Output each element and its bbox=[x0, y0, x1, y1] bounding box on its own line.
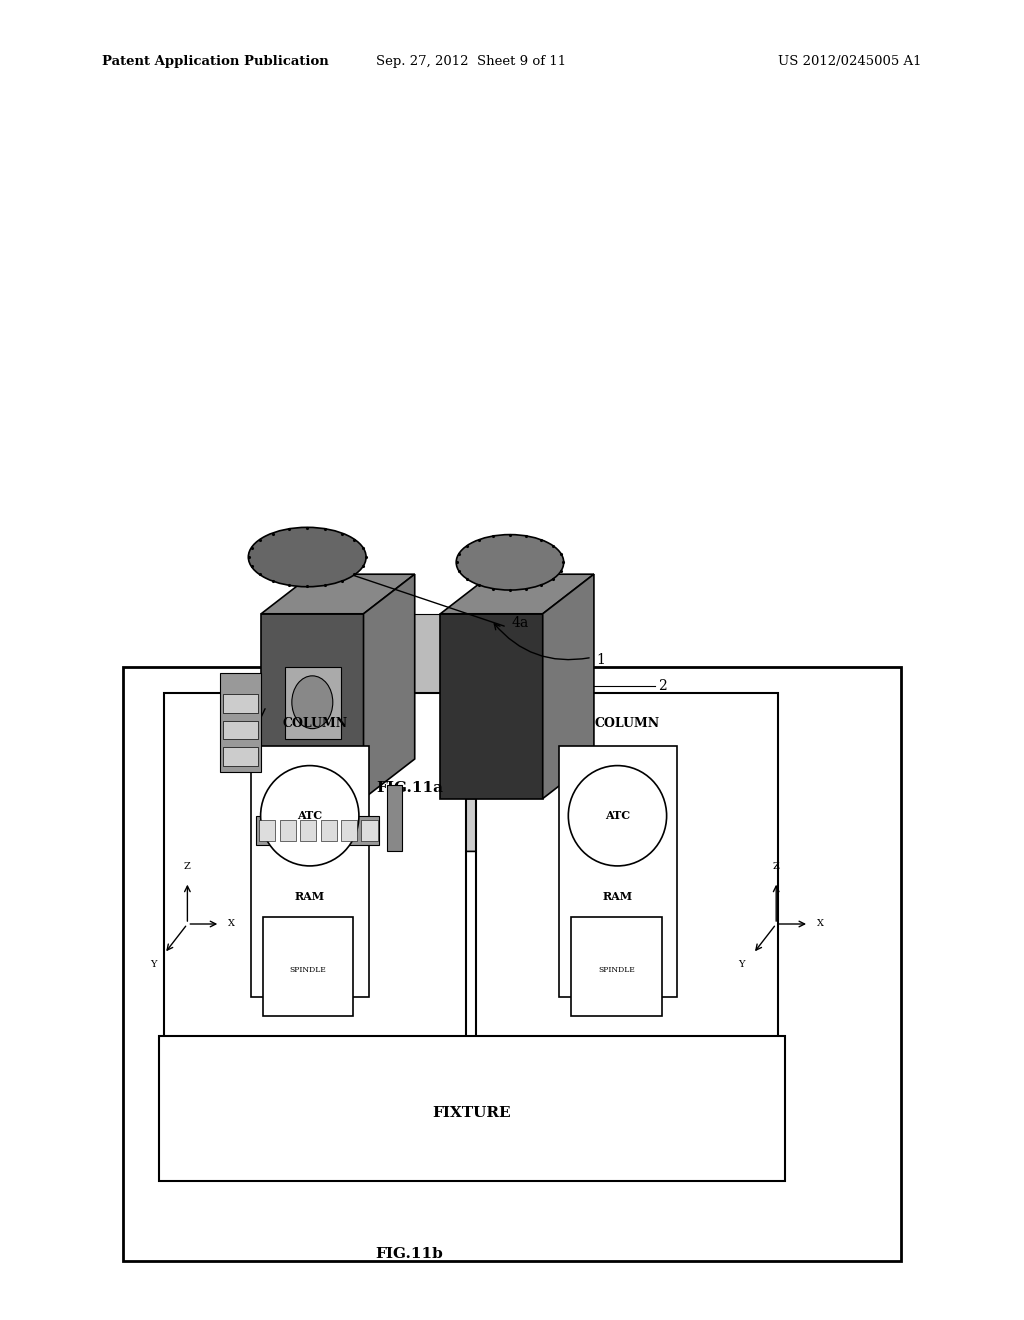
Text: SPINDLE: SPINDLE bbox=[290, 966, 327, 974]
Polygon shape bbox=[543, 574, 594, 799]
Bar bbox=[280, 820, 296, 841]
Circle shape bbox=[292, 676, 333, 729]
Text: RAM: RAM bbox=[294, 891, 325, 902]
Bar bbox=[361, 820, 378, 841]
Bar bbox=[164, 693, 466, 1049]
Text: 4a: 4a bbox=[512, 616, 529, 630]
Text: Y: Y bbox=[738, 960, 745, 969]
Text: Y: Y bbox=[150, 960, 157, 969]
Text: COLUMN: COLUMN bbox=[283, 717, 347, 730]
Bar bbox=[223, 694, 258, 713]
Bar bbox=[300, 820, 316, 841]
Bar bbox=[223, 747, 258, 766]
Text: 1: 1 bbox=[596, 653, 605, 667]
Bar bbox=[220, 673, 261, 772]
Text: X: X bbox=[817, 920, 824, 928]
Polygon shape bbox=[364, 614, 440, 799]
Polygon shape bbox=[440, 614, 543, 799]
Bar bbox=[123, 667, 901, 1261]
Text: Z: Z bbox=[773, 862, 779, 871]
Bar bbox=[571, 917, 662, 1016]
Text: X: X bbox=[228, 920, 236, 928]
Ellipse shape bbox=[568, 766, 667, 866]
Bar bbox=[476, 693, 778, 1049]
Text: ATC: ATC bbox=[605, 810, 630, 821]
Polygon shape bbox=[261, 614, 364, 799]
Text: FIG.11a: FIG.11a bbox=[376, 781, 443, 796]
Text: 10: 10 bbox=[656, 808, 674, 821]
Text: Sep. 27, 2012  Sheet 9 of 11: Sep. 27, 2012 Sheet 9 of 11 bbox=[376, 55, 566, 69]
Polygon shape bbox=[261, 574, 415, 614]
Bar bbox=[223, 721, 258, 739]
Text: ATC: ATC bbox=[297, 810, 323, 821]
Bar bbox=[263, 917, 353, 1016]
Text: FIG.11b: FIG.11b bbox=[376, 1247, 443, 1262]
Bar bbox=[387, 785, 402, 851]
Bar bbox=[285, 667, 341, 739]
Text: Patent Application Publication: Patent Application Publication bbox=[102, 55, 329, 69]
Bar bbox=[256, 816, 379, 845]
Bar bbox=[321, 820, 337, 841]
Text: RAM: RAM bbox=[602, 891, 633, 902]
Text: US 2012/0245005 A1: US 2012/0245005 A1 bbox=[778, 55, 922, 69]
Bar bbox=[159, 1036, 785, 1181]
Bar bbox=[559, 746, 677, 997]
Text: SPINDLE: SPINDLE bbox=[598, 966, 635, 974]
Ellipse shape bbox=[260, 766, 359, 866]
Ellipse shape bbox=[248, 528, 367, 587]
Bar bbox=[259, 820, 275, 841]
Text: 8: 8 bbox=[243, 696, 252, 709]
Text: 2: 2 bbox=[658, 680, 668, 693]
Polygon shape bbox=[440, 574, 594, 614]
Ellipse shape bbox=[457, 535, 563, 590]
Bar bbox=[251, 746, 369, 997]
Polygon shape bbox=[364, 574, 415, 799]
Bar bbox=[341, 820, 357, 841]
Polygon shape bbox=[230, 799, 671, 851]
Text: FIXTURE: FIXTURE bbox=[433, 1106, 511, 1119]
Text: Z: Z bbox=[184, 862, 190, 871]
Text: COLUMN: COLUMN bbox=[595, 717, 659, 730]
